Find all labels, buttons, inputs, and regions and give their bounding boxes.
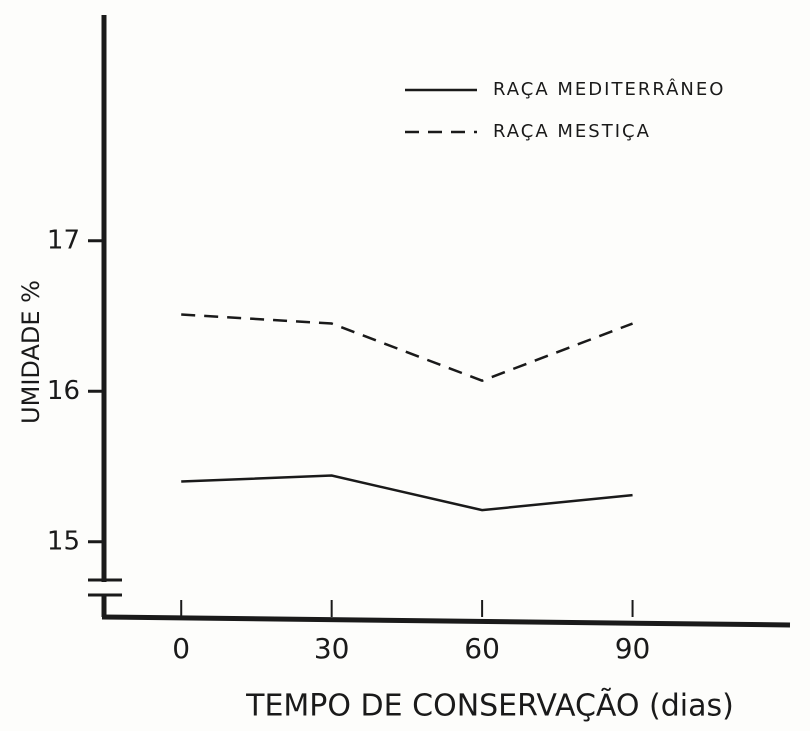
x-axis: [101, 614, 791, 628]
x-tick-label: 0: [172, 632, 190, 665]
y-tick-label: 16: [47, 376, 80, 406]
y-axis-label: UMIDADE %: [17, 280, 45, 424]
x-tick-label: 90: [615, 632, 651, 665]
data-line: [181, 313, 634, 383]
legend-label: RAÇA MESTIÇA: [493, 121, 651, 142]
x-axis-label: TEMPO DE CONSERVAÇÃO (dias): [245, 688, 734, 724]
x-tick-label: 60: [464, 632, 500, 665]
y-tick-label: 17: [47, 225, 80, 255]
y-tick-label: 15: [47, 526, 80, 556]
data-line: [181, 474, 633, 512]
legend-label: RAÇA MEDITERRÂNEO: [493, 78, 725, 100]
x-tick-label: 30: [314, 632, 350, 665]
